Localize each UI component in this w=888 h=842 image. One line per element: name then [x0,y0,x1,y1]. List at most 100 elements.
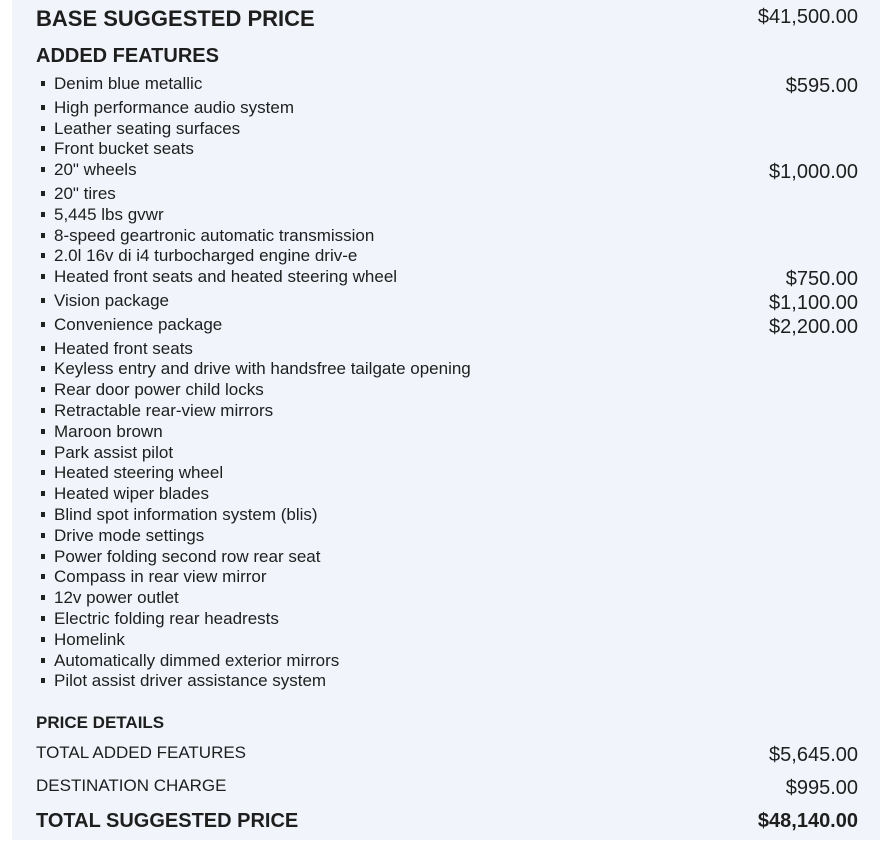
feature-label: Drive mode settings [54,525,205,545]
feature-price: $2,200.00 [769,315,858,338]
feature-label: Homelink [54,629,125,649]
feature-item: Pilot assist driver assistance system [38,671,858,692]
bullet-icon [41,274,45,280]
bullet-icon [41,595,45,601]
total-added-features-value: $5,645.00 [769,744,858,766]
bullet-icon [41,167,45,173]
feature-item: Homelink [38,630,858,651]
bullet-icon [41,678,45,684]
feature-item: Keyless entry and drive with handsfree t… [38,359,858,380]
feature-label: Electric folding rear headrests [54,608,279,628]
feature-item: 20" tires [38,184,858,205]
feature-label: Heated wiper blades [54,484,209,504]
destination-charge-label: DESTINATION CHARGE [36,776,227,795]
feature-label: 8-speed geartronic automatic transmissio… [54,225,375,245]
feature-item: Electric folding rear headrests [38,609,858,630]
bullet-icon [41,366,45,372]
feature-item: Power folding second row rear seat [38,547,858,568]
feature-price: $1,000.00 [769,161,858,184]
bullet-icon [41,253,45,259]
feature-label: Heated front seats [54,338,193,358]
bullet-icon [41,211,45,217]
bullet-icon [41,104,45,110]
feature-label: Pilot assist driver assistance system [54,671,327,691]
feature-label: Heated steering wheel [54,463,224,483]
feature-item: Denim blue metallic $595.00 [38,74,858,98]
bullet-icon [41,657,45,663]
feature-item: Heated front seats [38,339,858,360]
added-features-title: ADDED FEATURES [36,45,219,67]
bullet-icon [41,491,45,497]
feature-label: Convenience package [54,314,223,334]
bullet-icon [41,321,45,327]
feature-item: 8-speed geartronic automatic transmissio… [38,226,858,247]
feature-item: Drive mode settings [38,526,858,547]
feature-item: Compass in rear view mirror [38,567,858,588]
bullet-icon [41,449,45,455]
feature-item: Front bucket seats [38,139,858,160]
feature-item: Maroon brown [38,422,858,443]
feature-label: 20" tires [54,183,116,203]
feature-item: Blind spot information system (blis) [38,505,858,526]
bullet-icon [41,190,45,196]
feature-price: $750.00 [785,268,858,291]
total-suggested-price-label: TOTAL SUGGESTED PRICE [36,810,299,832]
bullet-icon [41,232,45,238]
total-added-features-label: TOTAL ADDED FEATURES [36,743,247,762]
feature-label: 2.0l 16v di i4 turbocharged engine driv-… [54,246,358,266]
feature-item: Vision package $1,100.00 [38,291,858,315]
feature-label: Park assist pilot [54,442,174,462]
feature-label: Keyless entry and drive with handsfree t… [54,359,471,379]
bullet-icon [41,125,45,131]
destination-charge-value: $995.00 [785,777,858,799]
feature-item: Convenience package $2,200.00 [38,315,858,339]
feature-item: Retractable rear-view mirrors [38,401,858,422]
base-price-label: BASE SUGGESTED PRICE [36,6,315,31]
bullet-icon [41,146,45,152]
bullet-icon [41,615,45,621]
bullet-icon [41,428,45,434]
feature-item: 20" wheels $1,000.00 [38,160,858,184]
feature-item: Heated wiper blades [38,484,858,505]
price-details-title: PRICE DETAILS [36,713,165,732]
feature-label: Power folding second row rear seat [54,546,321,566]
bullet-icon [41,387,45,393]
feature-item: 2.0l 16v di i4 turbocharged engine driv-… [38,246,858,267]
base-price-value: $41,500.00 [757,6,858,28]
bullet-icon [41,297,45,303]
feature-price: $1,100.00 [769,291,858,314]
feature-item: 5,445 lbs gvwr [38,205,858,226]
feature-item: High performance audio system [38,98,858,119]
bullet-icon [41,574,45,580]
feature-label: 20" wheels [54,160,137,180]
feature-price: $595.00 [785,75,858,97]
added-features-list: Denim blue metallic $595.00 High performan… [38,74,858,692]
bullet-icon [41,81,45,86]
feature-label: Denim blue metallic [54,74,203,93]
feature-label: Vision package [54,290,169,310]
feature-item: 12v power outlet [38,588,858,609]
feature-item: Heated front seats and heated steering w… [38,267,858,291]
feature-item: Heated steering wheel [38,463,858,484]
feature-label: 12v power outlet [54,588,179,608]
price-summary-panel [12,0,880,840]
feature-label: Leather seating surfaces [54,118,241,138]
feature-item: Park assist pilot [38,443,858,464]
bullet-icon [41,511,45,517]
bullet-icon [41,636,45,642]
feature-item: Leather seating surfaces [38,119,858,140]
bullet-icon [41,532,45,538]
bullet-icon [41,407,45,413]
feature-label: Rear door power child locks [54,380,264,400]
feature-label: High performance audio system [54,97,295,117]
feature-label: Compass in rear view mirror [54,567,267,587]
bullet-icon [41,553,45,559]
feature-label: Maroon brown [54,421,163,441]
feature-item: Rear door power child locks [38,380,858,401]
feature-label: Blind spot information system (blis) [54,504,318,524]
feature-label: Heated front seats and heated steering w… [54,267,398,287]
feature-item: Automatically dimmed exterior mirrors [38,651,858,672]
feature-label: Front bucket seats [54,139,194,159]
bullet-icon [41,345,45,351]
total-suggested-price-value: $48,140.00 [757,810,858,832]
